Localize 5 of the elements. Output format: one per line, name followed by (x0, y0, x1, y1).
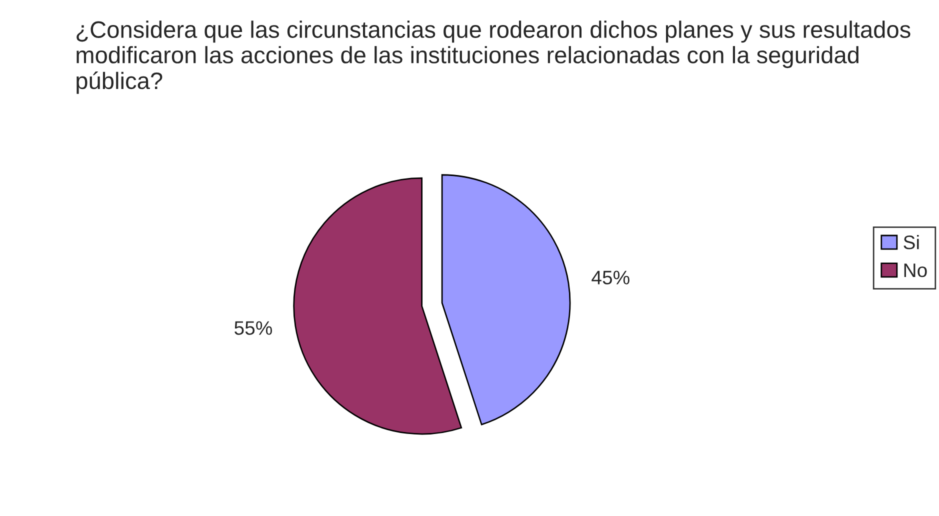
chart-title: ¿Considera que las circunstancias que rodearon dichos planes y sus resultados modificaron las acciones de las instituciones relacionadas con la seguridad pública? (76, 20, 910, 94)
data-label: 55% (234, 321, 272, 335)
data-label: 45% (592, 270, 630, 284)
legend-label: No (904, 264, 927, 278)
legend-label: Si (904, 235, 919, 250)
